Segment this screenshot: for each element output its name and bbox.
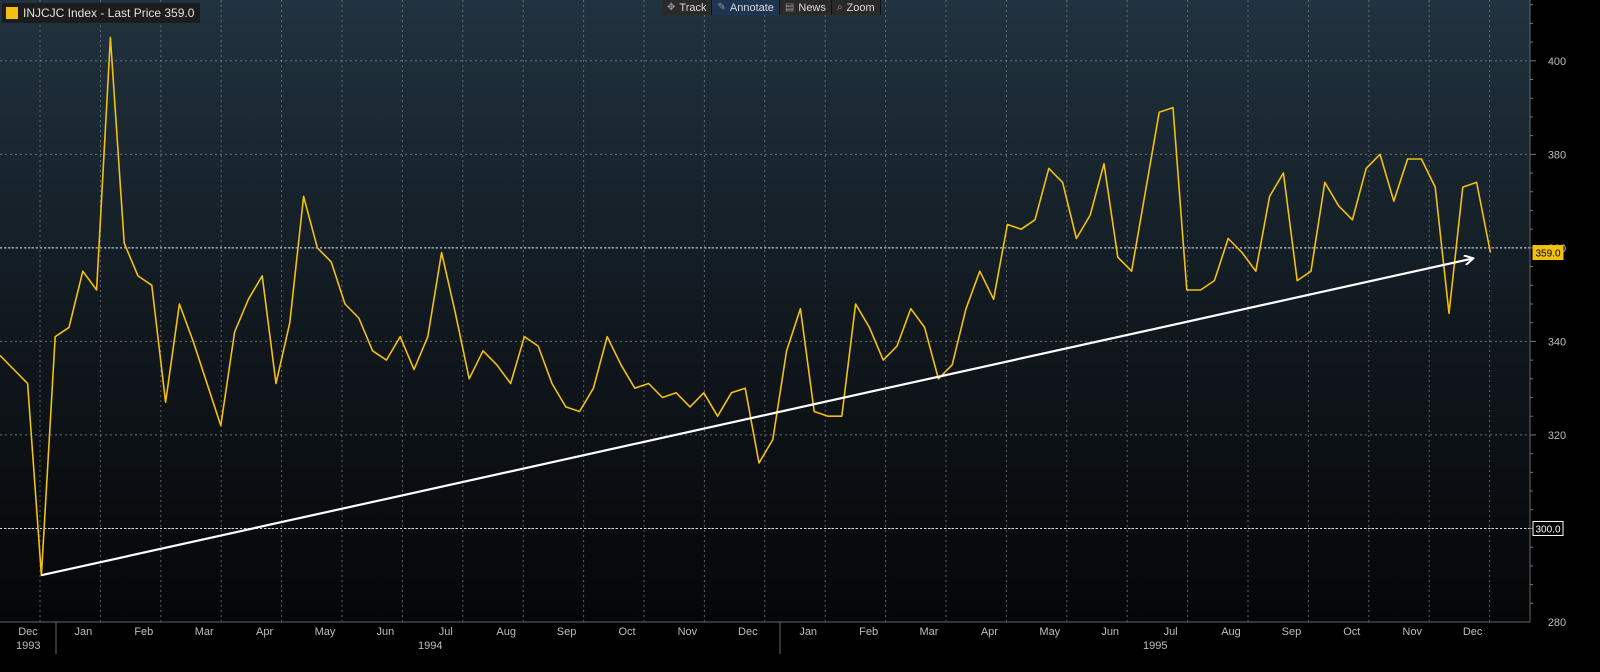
trend-arrow [41,259,1472,577]
track-button[interactable]: ✥ Track [662,0,713,15]
month-label: Jun [377,626,395,638]
month-label: Apr [256,626,273,638]
month-label: Feb [134,626,153,638]
month-label: Oct [1343,626,1360,638]
crosshair-icon: ✥ [667,2,676,13]
news-icon: ▤ [784,2,795,13]
month-label: Jun [1101,626,1119,638]
month-label: Jul [1164,626,1178,638]
month-label: May [315,626,336,638]
last-price-marker [1532,245,1564,261]
month-label: Oct [618,626,635,638]
month-label: Feb [859,626,878,638]
y-tick-label: 380 [1548,149,1566,161]
annotate-label: Annotate [729,1,774,14]
month-label: Aug [1221,626,1241,638]
y-tick-label: 400 [1548,56,1566,68]
month-label: Mar [920,626,939,638]
year-label: 1993 [16,640,40,652]
month-label: Dec [18,626,38,638]
year-label: 1995 [1143,640,1167,652]
month-label: Apr [981,626,998,638]
legend-swatch [6,7,18,19]
chart-toolbar: ✥ Track ✎ Annotate ▤ News ⌕ Zoom [662,0,881,15]
level-label: 300.0 [1535,524,1560,535]
news-label: News [798,1,826,14]
legend: INJCJC Index - Last Price 359.0 [2,3,201,23]
grid-lines [0,0,1530,623]
level-marker [1532,520,1564,536]
zoom-label: Zoom [846,1,875,14]
axis-labels: 280320340360380400359.0300.0DecJanFebMar… [16,56,1566,652]
month-label: Nov [1402,626,1422,638]
series-line [0,36,1492,577]
y-tick-label: 280 [1548,617,1566,629]
year-label: 1994 [418,640,442,652]
pencil-icon: ✎ [717,2,726,13]
month-label: Sep [1282,626,1302,638]
track-label: Track [679,1,707,14]
month-label: Mar [195,626,214,638]
annotate-button[interactable]: ✎ Annotate [712,0,780,15]
month-label: Jan [799,626,817,638]
y-tick-label: 340 [1548,336,1566,348]
month-label: Jul [439,626,453,638]
legend-label: INJCJC Index - Last Price 359.0 [23,6,195,20]
month-label: Aug [496,626,516,638]
month-label: Jan [75,626,93,638]
y-tick-label: 320 [1548,430,1566,442]
month-label: Sep [557,626,577,638]
month-label: Dec [1463,626,1483,638]
series-layer [0,36,1492,577]
month-label: Dec [738,626,758,638]
news-button[interactable]: ▤ News [779,0,832,15]
month-label: May [1039,626,1060,638]
last-price-label: 359.0 [1535,249,1560,260]
zoom-button[interactable]: ⌕ Zoom [831,0,881,15]
axes [0,0,1536,654]
month-label: Nov [678,626,698,638]
magnifier-icon: ⌕ [836,2,843,13]
